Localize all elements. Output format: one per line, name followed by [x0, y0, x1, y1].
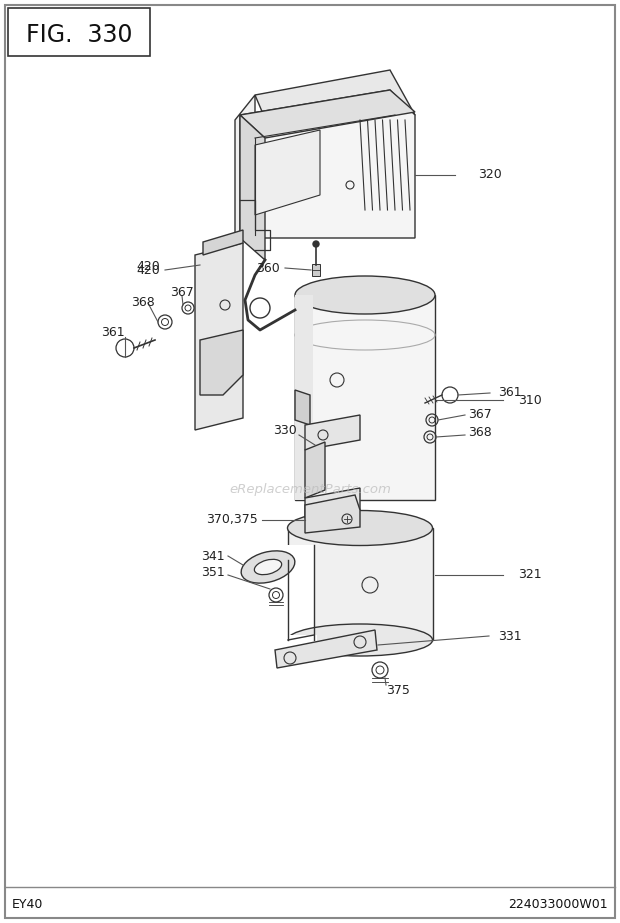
Text: 224033000W01: 224033000W01 — [508, 898, 608, 912]
Bar — [283, 635, 317, 655]
Text: EY40: EY40 — [12, 898, 43, 912]
Bar — [288, 528, 433, 640]
Bar — [8, 8, 150, 56]
Polygon shape — [255, 70, 415, 142]
Bar — [286, 545, 314, 640]
Polygon shape — [295, 390, 310, 425]
Polygon shape — [305, 488, 360, 518]
Polygon shape — [235, 95, 255, 245]
Bar — [295, 295, 313, 500]
Text: 321: 321 — [518, 569, 542, 581]
Polygon shape — [305, 415, 360, 450]
Ellipse shape — [295, 276, 435, 314]
Polygon shape — [312, 264, 320, 276]
Text: 368: 368 — [468, 426, 492, 439]
Polygon shape — [195, 243, 243, 430]
Ellipse shape — [241, 551, 295, 583]
Polygon shape — [305, 442, 325, 498]
Text: 361: 361 — [101, 326, 125, 339]
Text: 361: 361 — [498, 387, 522, 400]
Text: 370,375: 370,375 — [206, 513, 258, 526]
Text: 375: 375 — [386, 684, 410, 697]
Polygon shape — [275, 630, 377, 668]
Text: 360: 360 — [256, 261, 280, 274]
Polygon shape — [203, 230, 243, 255]
Polygon shape — [305, 495, 360, 533]
Ellipse shape — [254, 559, 281, 575]
Polygon shape — [240, 90, 415, 238]
Polygon shape — [200, 330, 243, 395]
Polygon shape — [255, 130, 320, 215]
Text: 420: 420 — [136, 260, 160, 273]
Bar — [295, 295, 435, 500]
Text: FIG.  330: FIG. 330 — [26, 23, 132, 47]
Circle shape — [313, 241, 319, 247]
Text: 367: 367 — [468, 409, 492, 422]
Text: 367: 367 — [170, 286, 194, 299]
Ellipse shape — [288, 624, 433, 656]
Text: 331: 331 — [498, 629, 522, 642]
Text: 310: 310 — [518, 393, 542, 406]
Text: 368: 368 — [131, 296, 155, 309]
Text: 341: 341 — [201, 549, 225, 562]
Text: 351: 351 — [201, 567, 225, 580]
Text: 420: 420 — [136, 263, 160, 277]
Text: 330: 330 — [273, 424, 297, 437]
Text: eReplacementParts.com: eReplacementParts.com — [229, 484, 391, 497]
Ellipse shape — [288, 510, 433, 545]
Polygon shape — [240, 115, 265, 260]
Polygon shape — [240, 90, 415, 138]
Text: 320: 320 — [478, 169, 502, 182]
